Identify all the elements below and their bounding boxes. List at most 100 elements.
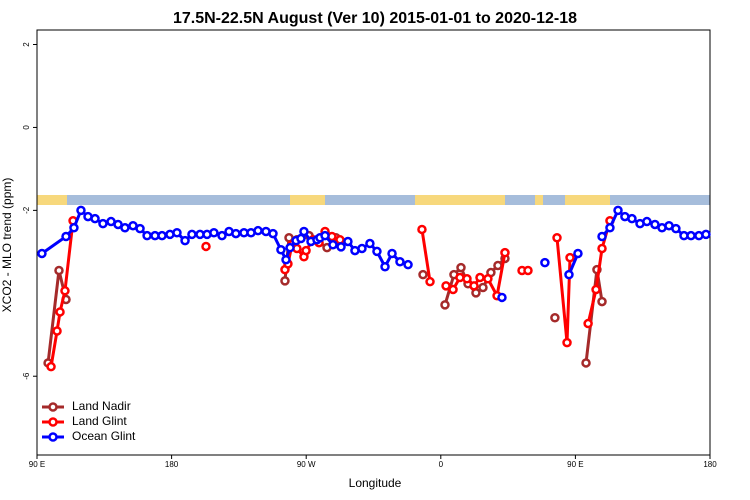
point xyxy=(469,281,479,291)
point xyxy=(564,269,574,280)
point xyxy=(441,281,451,291)
point xyxy=(55,307,65,317)
x-tick-label: 90 E xyxy=(567,460,583,469)
point xyxy=(120,223,130,233)
point xyxy=(253,225,263,236)
point xyxy=(231,228,241,239)
legend-label: Land Glint xyxy=(72,414,127,428)
point xyxy=(37,248,47,259)
point xyxy=(187,229,197,240)
point xyxy=(209,228,219,238)
point xyxy=(172,228,182,238)
point xyxy=(552,232,562,243)
x-tick-label: 0 xyxy=(439,460,444,469)
series-line xyxy=(46,233,604,364)
y-tick-label: 0 xyxy=(22,125,31,130)
legend-marker xyxy=(48,432,58,442)
point xyxy=(285,242,295,253)
point xyxy=(597,231,607,242)
point xyxy=(456,262,466,273)
point xyxy=(417,224,427,235)
y-tick-label: -6 xyxy=(22,372,31,380)
point xyxy=(76,205,86,216)
point xyxy=(613,205,623,216)
point xyxy=(650,219,660,230)
point xyxy=(69,223,79,233)
x-tick-label: 90 E xyxy=(29,460,45,469)
legend-marker xyxy=(48,417,58,427)
point xyxy=(550,313,560,323)
x-tick-label: 90 W xyxy=(297,460,316,469)
point xyxy=(299,226,309,237)
point xyxy=(357,243,367,254)
point xyxy=(280,276,290,286)
point xyxy=(403,259,413,270)
point xyxy=(281,254,291,265)
point xyxy=(54,265,64,276)
point xyxy=(276,245,286,255)
point xyxy=(573,248,583,259)
legend-label: Ocean Glint xyxy=(72,429,136,443)
point xyxy=(380,262,390,272)
point xyxy=(395,257,405,267)
point xyxy=(365,238,375,249)
point xyxy=(46,361,56,372)
point xyxy=(418,269,428,280)
point xyxy=(142,230,152,241)
point xyxy=(336,242,346,252)
chart-title: 17.5N-22.5N August (Ver 10) 2015-01-01 t… xyxy=(173,10,577,27)
point xyxy=(523,265,533,276)
point xyxy=(180,235,190,246)
point xyxy=(201,241,211,252)
point xyxy=(478,282,488,293)
point xyxy=(591,284,601,295)
point xyxy=(98,218,108,229)
y-tick-label: -2 xyxy=(22,206,31,214)
point xyxy=(597,243,607,254)
point xyxy=(493,260,503,271)
land-ocean-strip xyxy=(37,195,710,205)
x-tick-label: 180 xyxy=(165,460,179,469)
point xyxy=(627,213,637,224)
point xyxy=(61,231,71,242)
point xyxy=(540,257,550,268)
point xyxy=(500,247,510,258)
point xyxy=(157,230,167,241)
point xyxy=(440,300,450,310)
point xyxy=(701,229,711,240)
point xyxy=(597,296,607,307)
point xyxy=(671,223,681,234)
point xyxy=(686,230,696,241)
point xyxy=(343,236,353,247)
y-tick-label: 2 xyxy=(22,42,31,47)
point xyxy=(562,337,572,348)
legend-marker xyxy=(48,402,58,412)
point xyxy=(52,326,62,336)
point xyxy=(448,284,458,295)
point xyxy=(462,274,472,284)
point xyxy=(135,223,145,234)
y-axis-label: XCO2 - MLO trend (ppm) xyxy=(0,178,14,313)
point xyxy=(425,276,435,287)
plot-frame xyxy=(36,29,711,456)
x-tick-label: 180 xyxy=(703,460,717,469)
point xyxy=(475,272,485,283)
point xyxy=(483,274,493,284)
point xyxy=(320,230,330,241)
legend-label: Land Nadir xyxy=(72,399,131,413)
point xyxy=(372,246,382,257)
point xyxy=(642,216,652,227)
point xyxy=(217,230,227,241)
point xyxy=(90,213,100,224)
point xyxy=(60,286,70,296)
point xyxy=(583,318,593,329)
point xyxy=(268,228,278,239)
point xyxy=(387,248,397,259)
point xyxy=(605,223,615,233)
x-axis-label: Longitude xyxy=(349,476,402,490)
point xyxy=(301,245,311,256)
point xyxy=(565,252,575,263)
point xyxy=(581,358,591,368)
point xyxy=(497,292,507,303)
